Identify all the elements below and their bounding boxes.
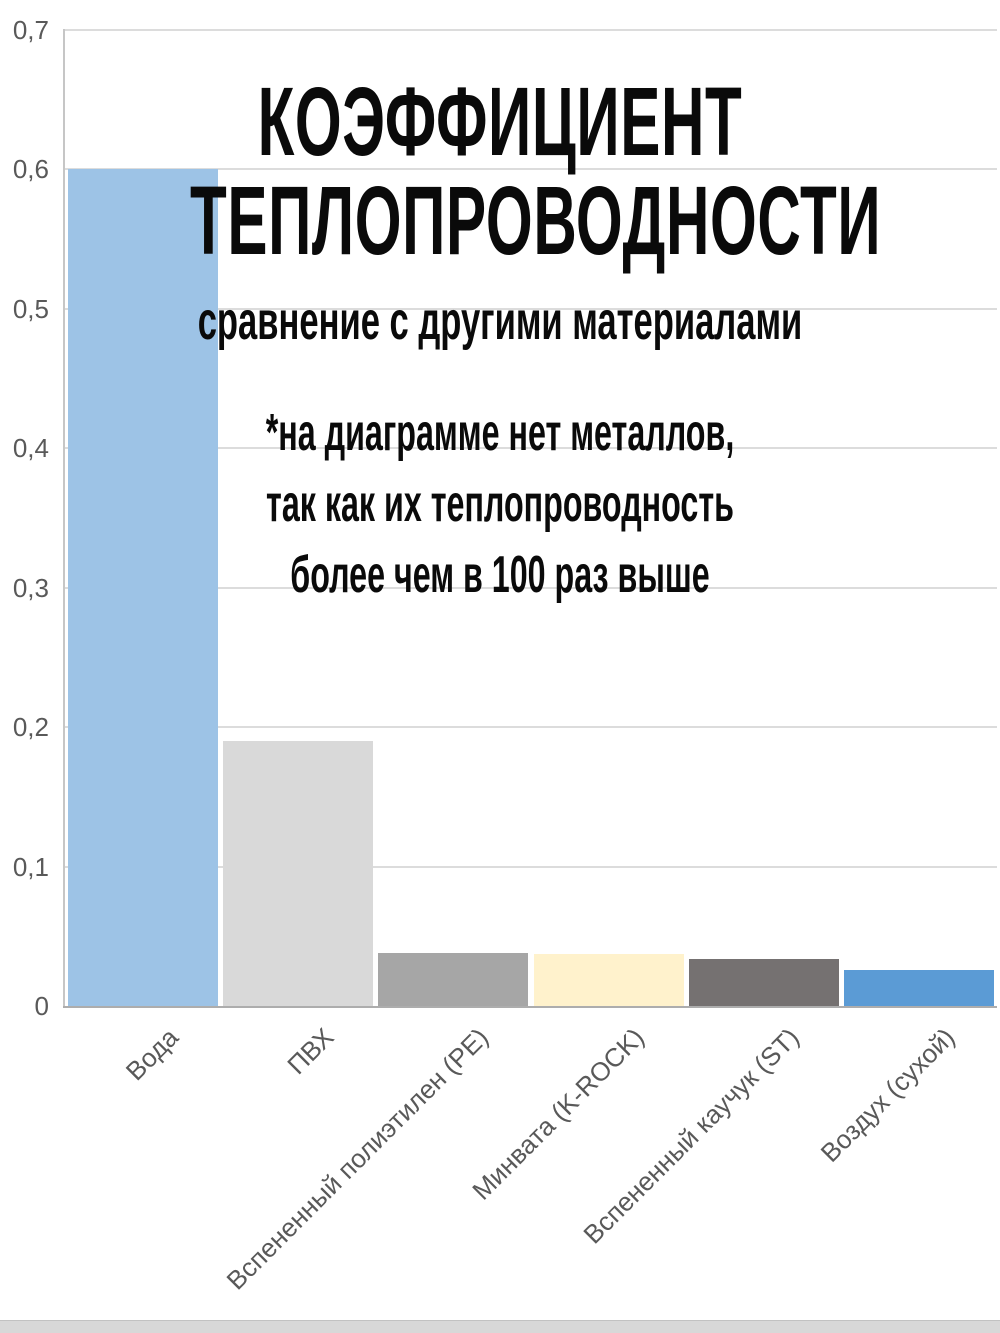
annotation-line: более чем в 100 раз выше [290, 546, 710, 604]
gridline [65, 586, 997, 589]
y-tick-label: 0,4 [12, 433, 49, 464]
chart-annotation: *на диаграмме нет металлов, так как их т… [190, 398, 810, 611]
x-category-label: Вспененный каучук (ST) [577, 1022, 806, 1250]
gridline [65, 168, 997, 171]
y-tick-label: 0,3 [12, 572, 49, 603]
bar-4-Минвата (K-ROCK) [533, 954, 684, 1006]
plot-area: 0 0,1 0,2 0,3 0,4 0,5 0,6 0,7 [13, 15, 997, 1021]
gridline [65, 29, 997, 31]
annotation-line: так как их теплопроводность [266, 475, 734, 533]
y-tick-label: 0 [34, 991, 49, 1021]
annotation-line: *на диаграмме нет металлов, [265, 404, 735, 462]
y-tick-label: 0,6 [12, 154, 49, 185]
chart-subtitle: сравнение с другими материалами [197, 291, 803, 351]
y-axis-line [63, 29, 65, 1008]
bar-1-Вода [67, 169, 218, 1006]
chart-title-line: КОЭФФИЦИЕНТ [257, 67, 743, 176]
bar-2-ПВХ [222, 741, 373, 1006]
chart-title-line: ТЕПЛОПРОВОДНОСТИ [190, 166, 882, 275]
y-tick-label: 0,2 [12, 712, 49, 743]
gridline [65, 865, 997, 868]
bottom-edge-strip [0, 1320, 1000, 1333]
y-tick-label: 0,5 [12, 293, 49, 324]
x-category-label: Вспененный полиэтилен (PE) [221, 1022, 495, 1296]
bar-6-Воздух (сухой) [844, 969, 995, 1006]
bars-container [65, 30, 997, 1006]
x-category-label: ПВХ [281, 1022, 340, 1081]
x-category-label: Вода [119, 1022, 184, 1087]
gridline [65, 726, 997, 729]
chart-title: КОЭФФИЦИЕНТ ТЕПЛОПРОВОДНОСТИ [190, 67, 882, 275]
x-category-label: Воздух (сухой) [814, 1022, 961, 1168]
gridline [65, 447, 997, 450]
y-tick-label: 0,7 [12, 15, 49, 45]
gridline [65, 307, 997, 310]
bar-3-Вспененный полиэтилен (PE) [378, 953, 529, 1006]
bar-5-Вспененный каучук (ST) [688, 958, 839, 1006]
x-category-label: Минвата (K-ROCK) [466, 1022, 650, 1206]
y-tick-label: 0,1 [12, 851, 49, 882]
y-axis-ticks: 0 0,1 0,2 0,3 0,4 0,5 0,6 0,7 [0, 15, 55, 1021]
x-axis-labels: Вода ПВХ Вспененный полиэтилен (PE) Минвата… [65, 1022, 997, 1322]
x-axis-line [63, 1006, 997, 1008]
